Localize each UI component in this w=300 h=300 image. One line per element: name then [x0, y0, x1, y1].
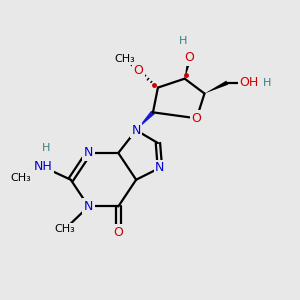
Text: O: O — [192, 112, 202, 125]
Text: O: O — [185, 51, 195, 64]
Text: OH: OH — [239, 76, 259, 89]
Text: CH₃: CH₃ — [115, 54, 136, 64]
Text: CH₃: CH₃ — [11, 173, 32, 183]
Text: N: N — [155, 161, 165, 174]
Polygon shape — [136, 111, 155, 130]
Text: CH₃: CH₃ — [54, 224, 75, 234]
Text: H: H — [42, 143, 50, 153]
Text: N: N — [131, 124, 141, 137]
Text: H: H — [263, 78, 271, 88]
Polygon shape — [185, 57, 192, 79]
Text: O: O — [133, 64, 143, 77]
Text: O: O — [113, 226, 123, 239]
Text: N: N — [84, 146, 93, 160]
Polygon shape — [205, 81, 228, 94]
Text: NH: NH — [34, 160, 52, 173]
Text: H: H — [178, 36, 187, 46]
Text: N: N — [84, 200, 93, 213]
